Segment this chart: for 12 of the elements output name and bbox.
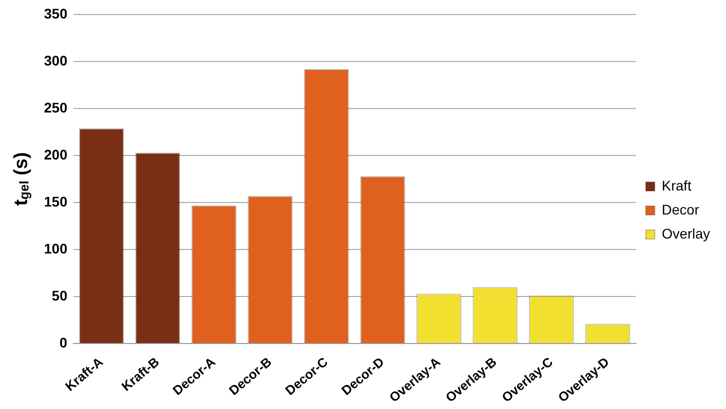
y-tick-label: 50 <box>52 287 68 304</box>
y-tick-label: 150 <box>44 193 68 210</box>
y-tick-label: 200 <box>44 146 68 162</box>
y-tick-label: 300 <box>44 52 68 68</box>
y-tick-label: 350 <box>44 5 68 22</box>
legend-label: Decor <box>662 201 700 218</box>
y-tick-label: 0 <box>60 334 68 350</box>
y-axis-title: tgel (s) <box>11 152 32 206</box>
legend-label: Kraft <box>662 177 692 194</box>
y-tick-label: 100 <box>44 240 68 256</box>
legend-label: Overlay <box>662 225 710 242</box>
y-tick-label: 250 <box>44 99 68 116</box>
